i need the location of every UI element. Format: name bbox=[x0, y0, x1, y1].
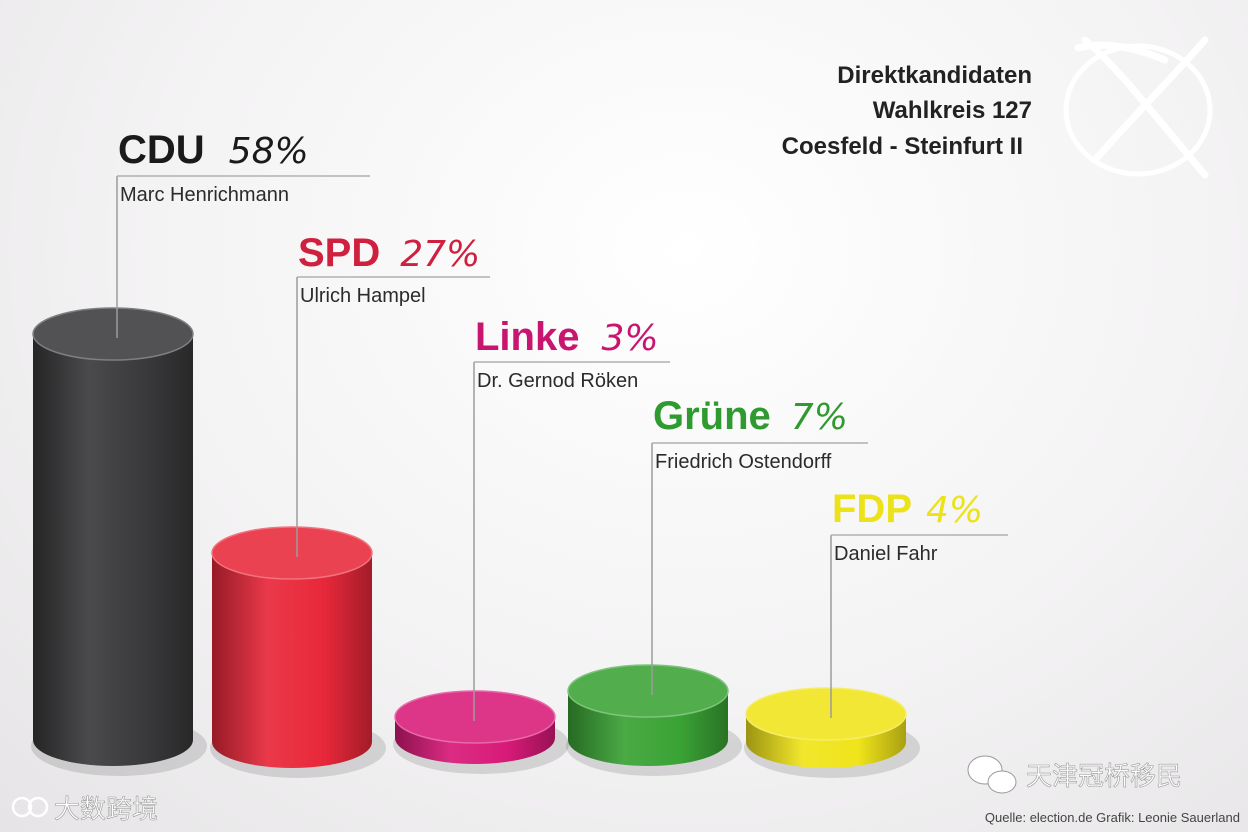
watermark-left-text: 大数跨境 bbox=[54, 794, 158, 824]
watermark-logo-icon bbox=[11, 796, 49, 818]
party-percent: 3% bbox=[601, 318, 658, 359]
wechat-icon bbox=[967, 755, 1017, 794]
party-percent: 4% bbox=[926, 490, 983, 531]
candidate-name: Ulrich Hampel bbox=[300, 285, 426, 307]
bar-top bbox=[32, 307, 194, 361]
bar-fdp bbox=[744, 687, 920, 778]
candidate-name: Friedrich Ostendorff bbox=[655, 451, 832, 473]
party-name: Linke bbox=[475, 315, 579, 359]
party-name: Grüne bbox=[653, 394, 771, 438]
bar-top bbox=[211, 526, 373, 580]
ballot-cross-icon bbox=[1063, 36, 1213, 179]
bar-spd bbox=[210, 526, 386, 778]
party-percent: 58% bbox=[229, 131, 309, 172]
bar-cdu bbox=[31, 307, 207, 776]
bar-linke bbox=[393, 690, 569, 774]
bar-label-spd: SPD 27% Ulrich Hampel bbox=[298, 231, 480, 307]
party-name: SPD bbox=[298, 231, 380, 275]
bar-label-fdp: FDP 4% Daniel Fahr bbox=[832, 487, 983, 565]
title-line-1: Direktkandidaten bbox=[837, 62, 1032, 89]
bar-top bbox=[394, 690, 556, 744]
bar-label-linke: Linke 3% Dr. Gernod Röken bbox=[475, 315, 659, 392]
title-line-2: Wahlkreis 127 bbox=[873, 97, 1032, 124]
watermark-right-text: 天津冠桥移民 bbox=[1026, 761, 1182, 791]
source-caption: Quelle: election.de Grafik: Leonie Sauer… bbox=[985, 810, 1240, 825]
bar-top bbox=[745, 687, 907, 741]
candidate-name: Marc Henrichmann bbox=[120, 184, 289, 206]
bar-label-grüne: Grüne 7% Friedrich Ostendorff bbox=[653, 394, 848, 473]
candidate-name: Dr. Gernod Röken bbox=[477, 370, 638, 392]
party-percent: 27% bbox=[400, 234, 480, 275]
watermark-left: 大数跨境 bbox=[11, 794, 158, 824]
chart-title: Direktkandidaten Wahlkreis 127 Coesfeld … bbox=[782, 62, 1032, 160]
bar-grüne bbox=[566, 664, 742, 776]
watermark-right: 天津冠桥移民 bbox=[967, 755, 1182, 794]
bar-label-cdu: CDU 58% Marc Henrichmann bbox=[118, 128, 309, 206]
party-name: CDU bbox=[118, 128, 205, 172]
candidate-name: Daniel Fahr bbox=[834, 543, 938, 565]
bar-body bbox=[33, 334, 193, 766]
bar-body bbox=[212, 553, 372, 768]
party-percent: 7% bbox=[791, 397, 848, 438]
bar-top bbox=[567, 664, 729, 718]
party-name: FDP bbox=[832, 487, 912, 531]
title-line-3: Coesfeld - Steinfurt II bbox=[782, 133, 1023, 160]
